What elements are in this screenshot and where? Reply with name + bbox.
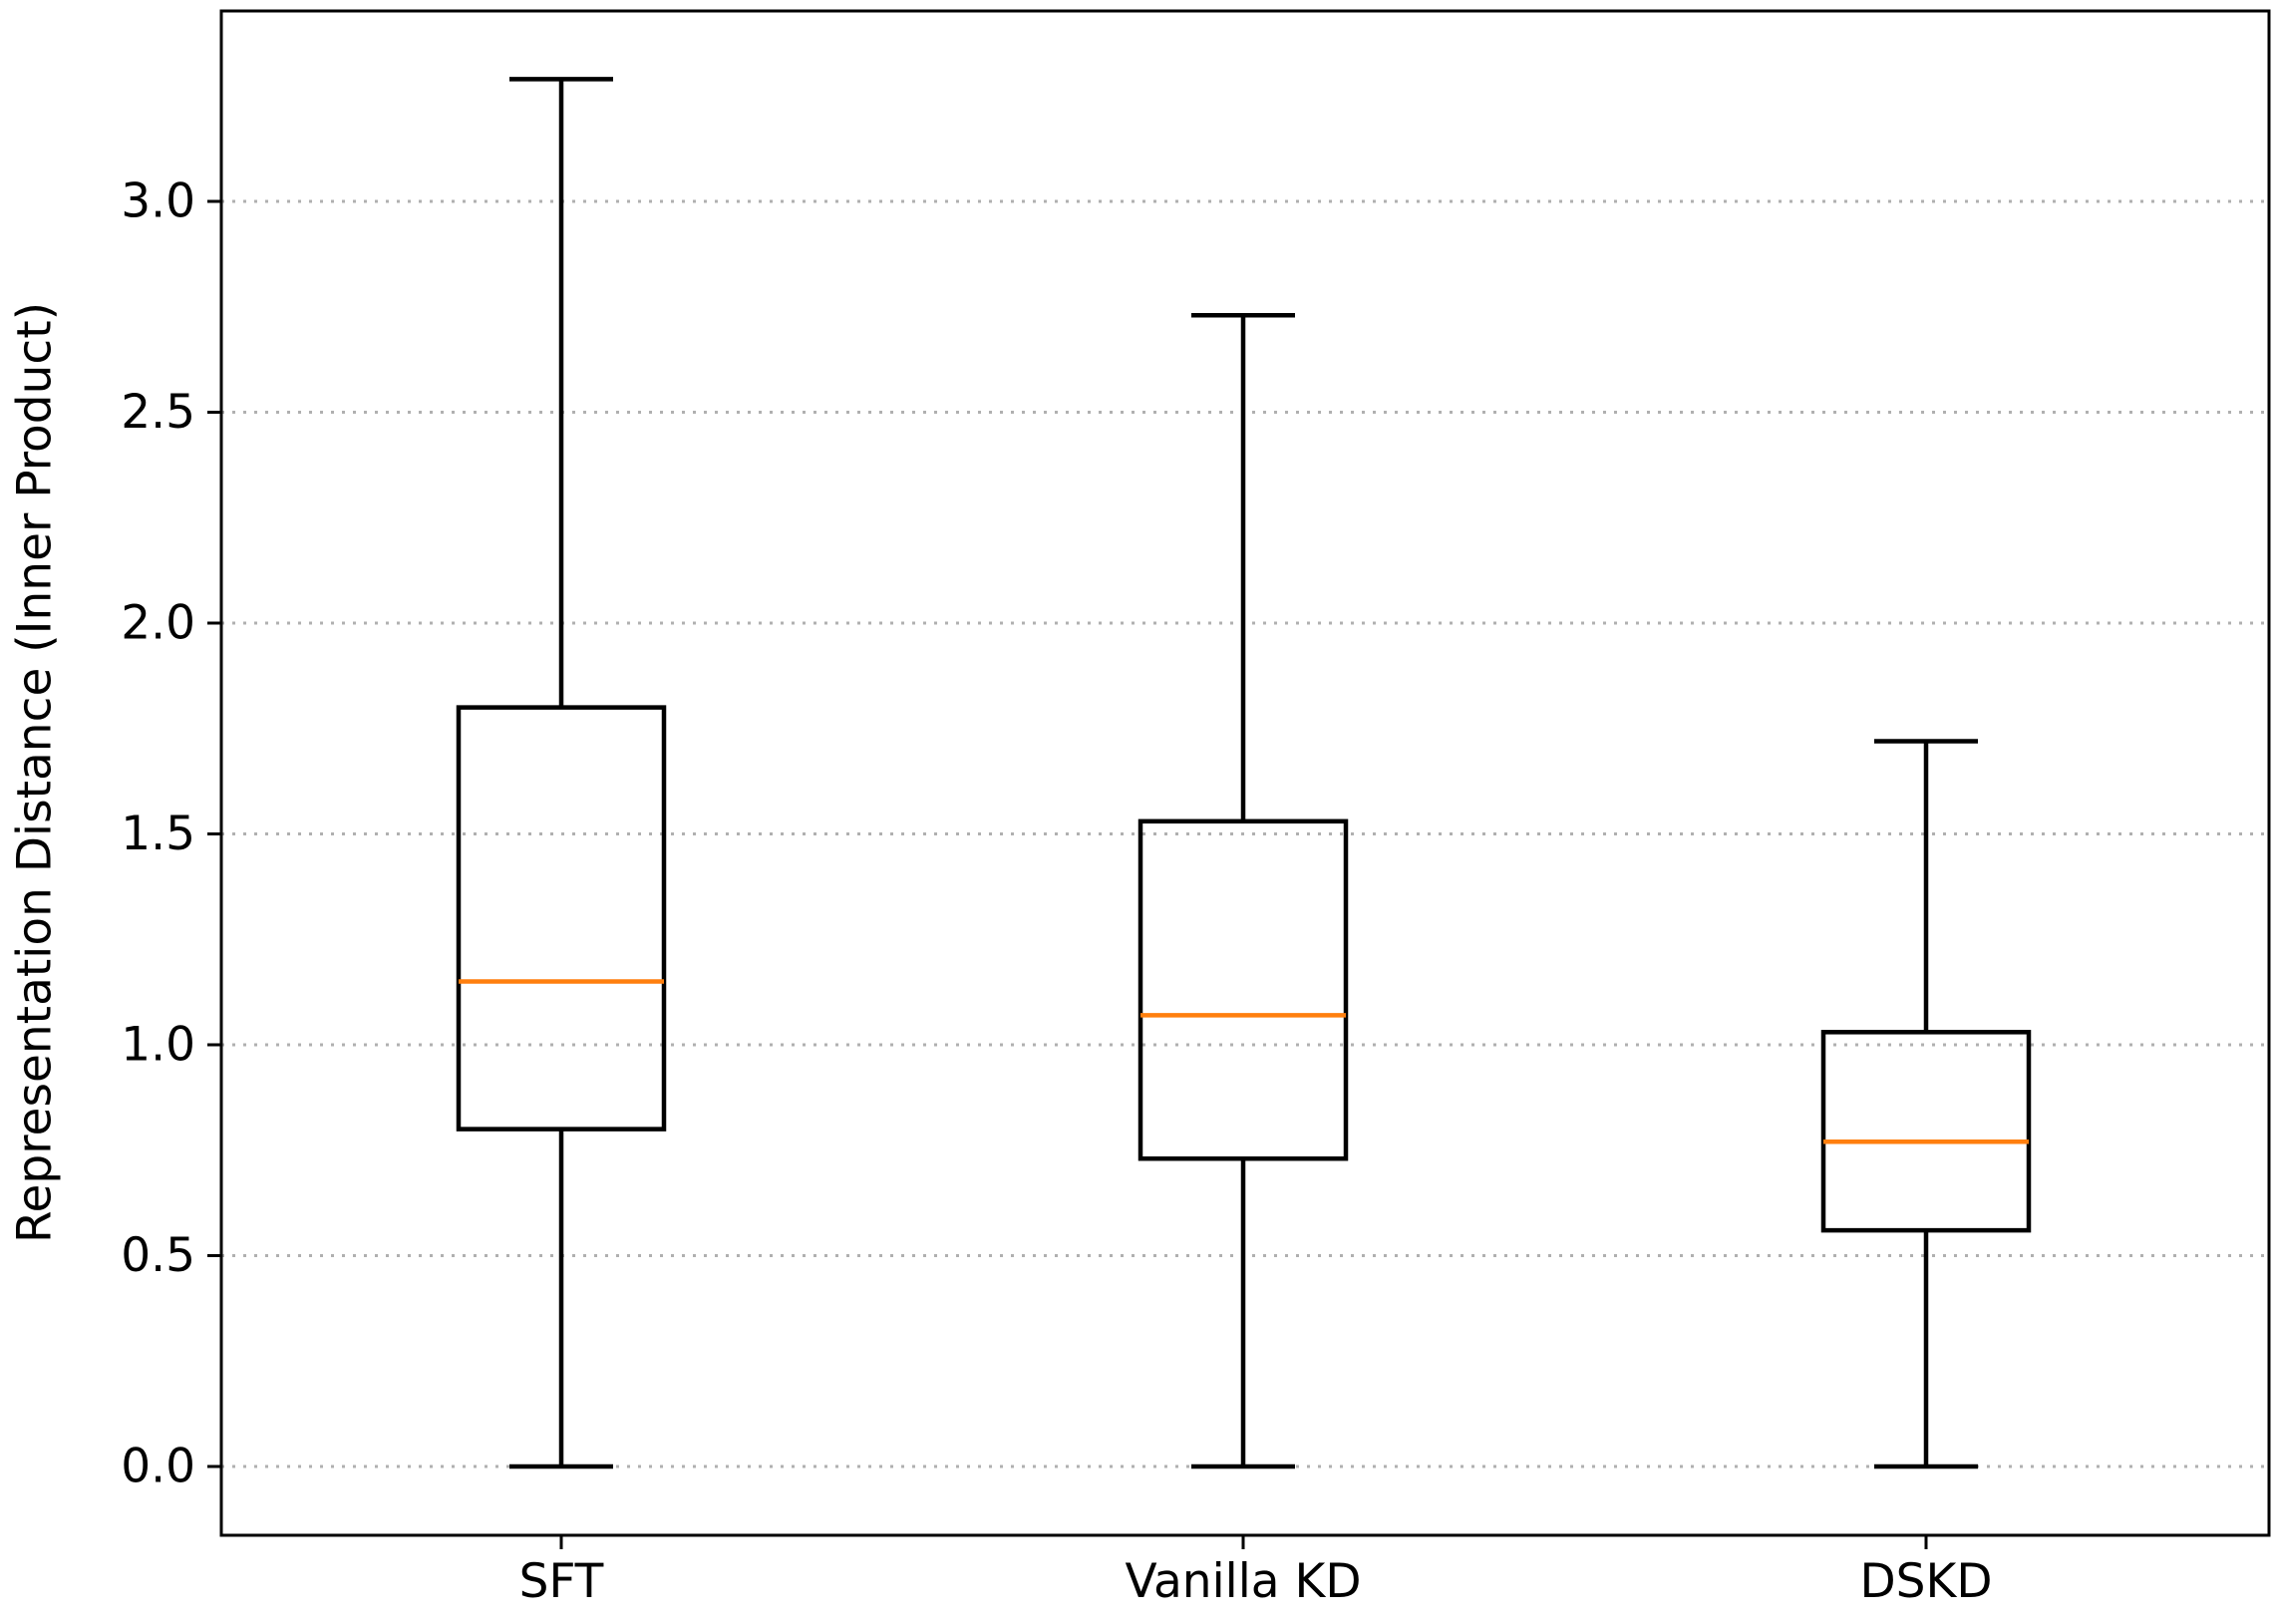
x-tick-label: SFT <box>519 1554 604 1609</box>
y-tick-label: 2.0 <box>121 596 195 651</box>
box-dskd <box>1820 739 2032 1469</box>
iqr-box <box>1137 818 1349 1161</box>
y-tick-label: 1.5 <box>121 807 195 861</box>
x-axis: SFT Vanilla KD DSKD <box>519 1535 1993 1609</box>
x-tick-label: Vanilla KD <box>1125 1554 1361 1609</box>
box-sft <box>456 77 667 1469</box>
x-tick-label: DSKD <box>1859 1554 1992 1609</box>
y-axis-title: Representation Distance (Inner Product) <box>8 302 63 1243</box>
plot-frame <box>219 9 2271 1537</box>
box-vanilla-kd <box>1137 312 1349 1469</box>
y-tick-label: 0.0 <box>121 1440 195 1494</box>
y-tick-label: 3.0 <box>121 174 195 229</box>
y-tick-label: 2.5 <box>121 385 195 440</box>
y-tick-label: 0.5 <box>121 1228 195 1283</box>
iqr-box <box>456 705 667 1132</box>
y-axis: 0.0 0.5 1.0 1.5 2.0 2.5 3.0 <box>121 174 221 1494</box>
iqr-box <box>1820 1030 2032 1233</box>
box-series <box>456 77 2032 1469</box>
y-tick-label: 1.0 <box>121 1018 195 1073</box>
